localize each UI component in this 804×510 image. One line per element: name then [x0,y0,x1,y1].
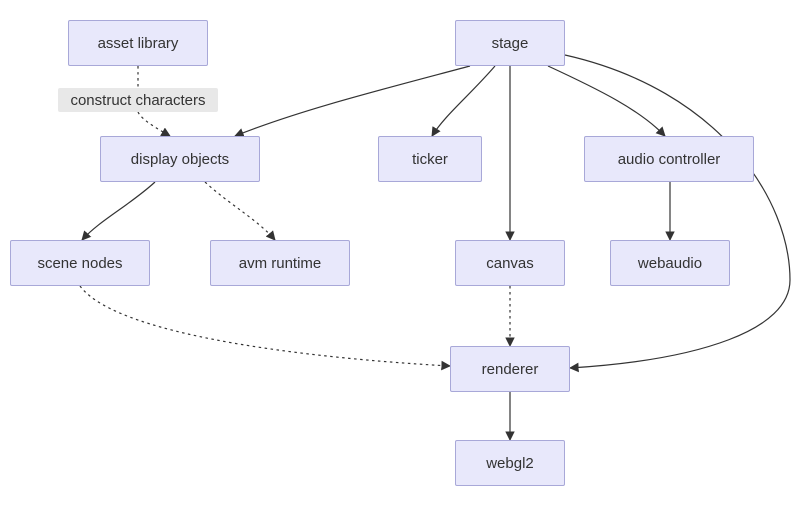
node-webgl2: webgl2 [455,440,565,486]
node-display_objects: display objects [100,136,260,182]
node-webaudio: webaudio [610,240,730,286]
edge-display_objects-scene_nodes [82,182,155,240]
node-renderer: renderer [450,346,570,392]
edge-stage-ticker [432,66,495,136]
edge-asset_library-display_objects [138,112,170,136]
edge-label-construct_characters: construct characters [58,88,218,112]
node-canvas: canvas [455,240,565,286]
node-scene_nodes: scene nodes [10,240,150,286]
edge-stage-audio_controller [548,66,665,136]
node-avm_runtime: avm runtime [210,240,350,286]
edge-display_objects-avm_runtime [205,182,275,240]
edge-stage-renderer [565,55,790,368]
node-asset_library: asset library [68,20,208,66]
node-audio_controller: audio controller [584,136,754,182]
edge-scene_nodes-renderer [80,286,450,366]
node-ticker: ticker [378,136,482,182]
edge-stage-display_objects [235,66,470,136]
node-stage: stage [455,20,565,66]
